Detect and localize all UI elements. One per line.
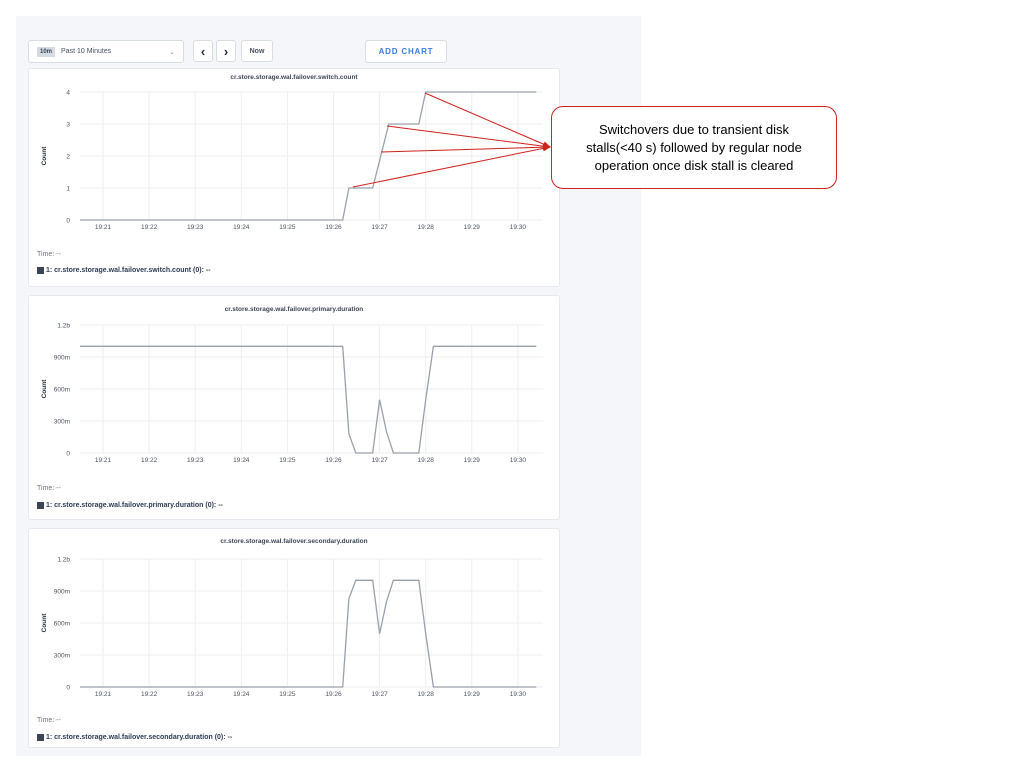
x-tick-label: 19:23 <box>187 224 204 231</box>
x-tick-label: 19:27 <box>371 691 388 698</box>
x-tick-label: 19:26 <box>325 457 342 464</box>
x-tick-label: 19:30 <box>510 224 527 231</box>
y-tick-label: 1 <box>66 186 70 193</box>
hover-time: Time: -- <box>37 717 61 724</box>
y-tick-label: 0 <box>66 451 70 458</box>
legend-label: 1: cr.store.storage.wal.failover.primary… <box>46 502 223 509</box>
x-tick-label: 19:22 <box>141 224 158 231</box>
y-tick-label: 0 <box>66 218 70 225</box>
chevron-right-icon: › <box>223 43 229 59</box>
now-button[interactable]: Now <box>241 40 273 62</box>
x-tick-label: 19:25 <box>279 457 296 464</box>
chart-plot: 0 1 2 3 4 19:21 19:22 19:23 19:24 19:25 19:26 19:27… <box>41 90 543 231</box>
x-tick-label: 19:26 <box>325 224 342 231</box>
annotation-arrow <box>424 92 551 148</box>
x-tick-label: 19:25 <box>279 691 296 698</box>
time-range-select[interactable]: 10m Past 10 Minutes ⌄ <box>28 40 184 63</box>
legend-label: 1: cr.store.storage.wal.failover.switch.… <box>46 267 211 274</box>
y-tick-label: 300m <box>54 653 70 660</box>
annotation-callout: Switchovers due to transient disk stalls… <box>551 106 837 189</box>
legend-item[interactable]: 1: cr.store.storage.wal.failover.seconda… <box>37 734 232 741</box>
x-tick-label: 19:26 <box>325 691 342 698</box>
x-tick-label: 19:22 <box>141 691 158 698</box>
series-line <box>80 345 537 454</box>
series-line <box>80 91 537 221</box>
y-tick-label: 2 <box>66 154 70 161</box>
x-tick-label: 19:27 <box>371 457 388 464</box>
annotation-arrow <box>352 145 551 188</box>
y-tick-label: 600m <box>54 387 70 394</box>
add-chart-button[interactable]: ADD CHART <box>365 40 447 63</box>
x-tick-label: 19:23 <box>187 691 204 698</box>
y-tick-label: 600m <box>54 621 70 628</box>
y-tick-label: 900m <box>54 355 70 362</box>
x-tick-label: 19:21 <box>95 457 112 464</box>
legend-swatch <box>37 734 44 741</box>
y-axis-label: Count <box>41 379 48 399</box>
x-tick-label: 19:21 <box>95 691 112 698</box>
chart-card-switch-count: cr.store.storage.wal.failover.switch.cou… <box>28 68 560 287</box>
chart-card-primary-duration: cr.store.storage.wal.failover.primary.du… <box>28 295 560 520</box>
x-tick-label: 19:29 <box>464 457 481 464</box>
legend-swatch <box>37 502 44 509</box>
chart-title: cr.store.storage.wal.failover.switch.cou… <box>230 74 358 81</box>
x-tick-label: 19:23 <box>187 457 204 464</box>
chart-plot: 0 300m 600m 900m 1.2b 19:21 19:22 19:23 19:24 19:… <box>41 557 543 698</box>
previous-range-button[interactable]: ‹ <box>193 40 213 62</box>
x-tick-label: 19:28 <box>418 224 435 231</box>
chevron-down-icon: ⌄ <box>169 48 175 56</box>
x-tick-label: 19:30 <box>510 691 527 698</box>
legend-item[interactable]: 1: cr.store.storage.wal.failover.primary… <box>37 502 223 509</box>
annotation-arrow <box>386 125 551 150</box>
y-tick-label: 1.2b <box>57 557 70 564</box>
y-tick-label: 300m <box>54 419 70 426</box>
next-range-button[interactable]: › <box>216 40 236 62</box>
x-tick-label: 19:28 <box>418 691 435 698</box>
x-tick-label: 19:27 <box>371 224 388 231</box>
x-tick-label: 19:29 <box>464 691 481 698</box>
x-tick-label: 19:29 <box>464 224 481 231</box>
legend-swatch <box>37 267 44 274</box>
y-axis-label: Count <box>41 146 48 166</box>
range-label: Past 10 Minutes <box>61 48 112 55</box>
chart-title: cr.store.storage.wal.failover.secondary.… <box>220 538 368 545</box>
y-axis-label: Count <box>41 613 48 633</box>
y-tick-label: 1.2b <box>57 323 70 330</box>
x-tick-label: 19:28 <box>418 457 435 464</box>
x-tick-label: 19:22 <box>141 457 158 464</box>
series-line <box>80 579 537 688</box>
y-tick-label: 4 <box>66 90 70 97</box>
x-tick-label: 19:25 <box>279 224 296 231</box>
annotation-arrow <box>380 144 551 153</box>
hover-time: Time: -- <box>37 485 61 492</box>
y-tick-label: 900m <box>54 589 70 596</box>
chart-card-secondary-duration: cr.store.storage.wal.failover.secondary.… <box>28 528 560 748</box>
hover-time: Time: -- <box>37 251 61 258</box>
x-tick-label: 19:24 <box>233 224 250 231</box>
legend-item[interactable]: 1: cr.store.storage.wal.failover.switch.… <box>37 267 211 274</box>
y-tick-label: 0 <box>66 685 70 692</box>
chart-plot: 0 300m 600m 900m 1.2b 19:21 19:22 19:23 19:24 19:… <box>41 323 543 464</box>
chevron-left-icon: ‹ <box>200 43 206 59</box>
x-tick-label: 19:30 <box>510 457 527 464</box>
legend-label: 1: cr.store.storage.wal.failover.seconda… <box>46 734 233 741</box>
x-tick-label: 19:24 <box>233 457 250 464</box>
range-badge: 10m <box>37 46 56 57</box>
chart-title: cr.store.storage.wal.failover.primary.du… <box>224 306 364 313</box>
x-tick-label: 19:24 <box>233 691 250 698</box>
y-tick-label: 3 <box>66 122 70 129</box>
x-tick-label: 19:21 <box>95 224 112 231</box>
